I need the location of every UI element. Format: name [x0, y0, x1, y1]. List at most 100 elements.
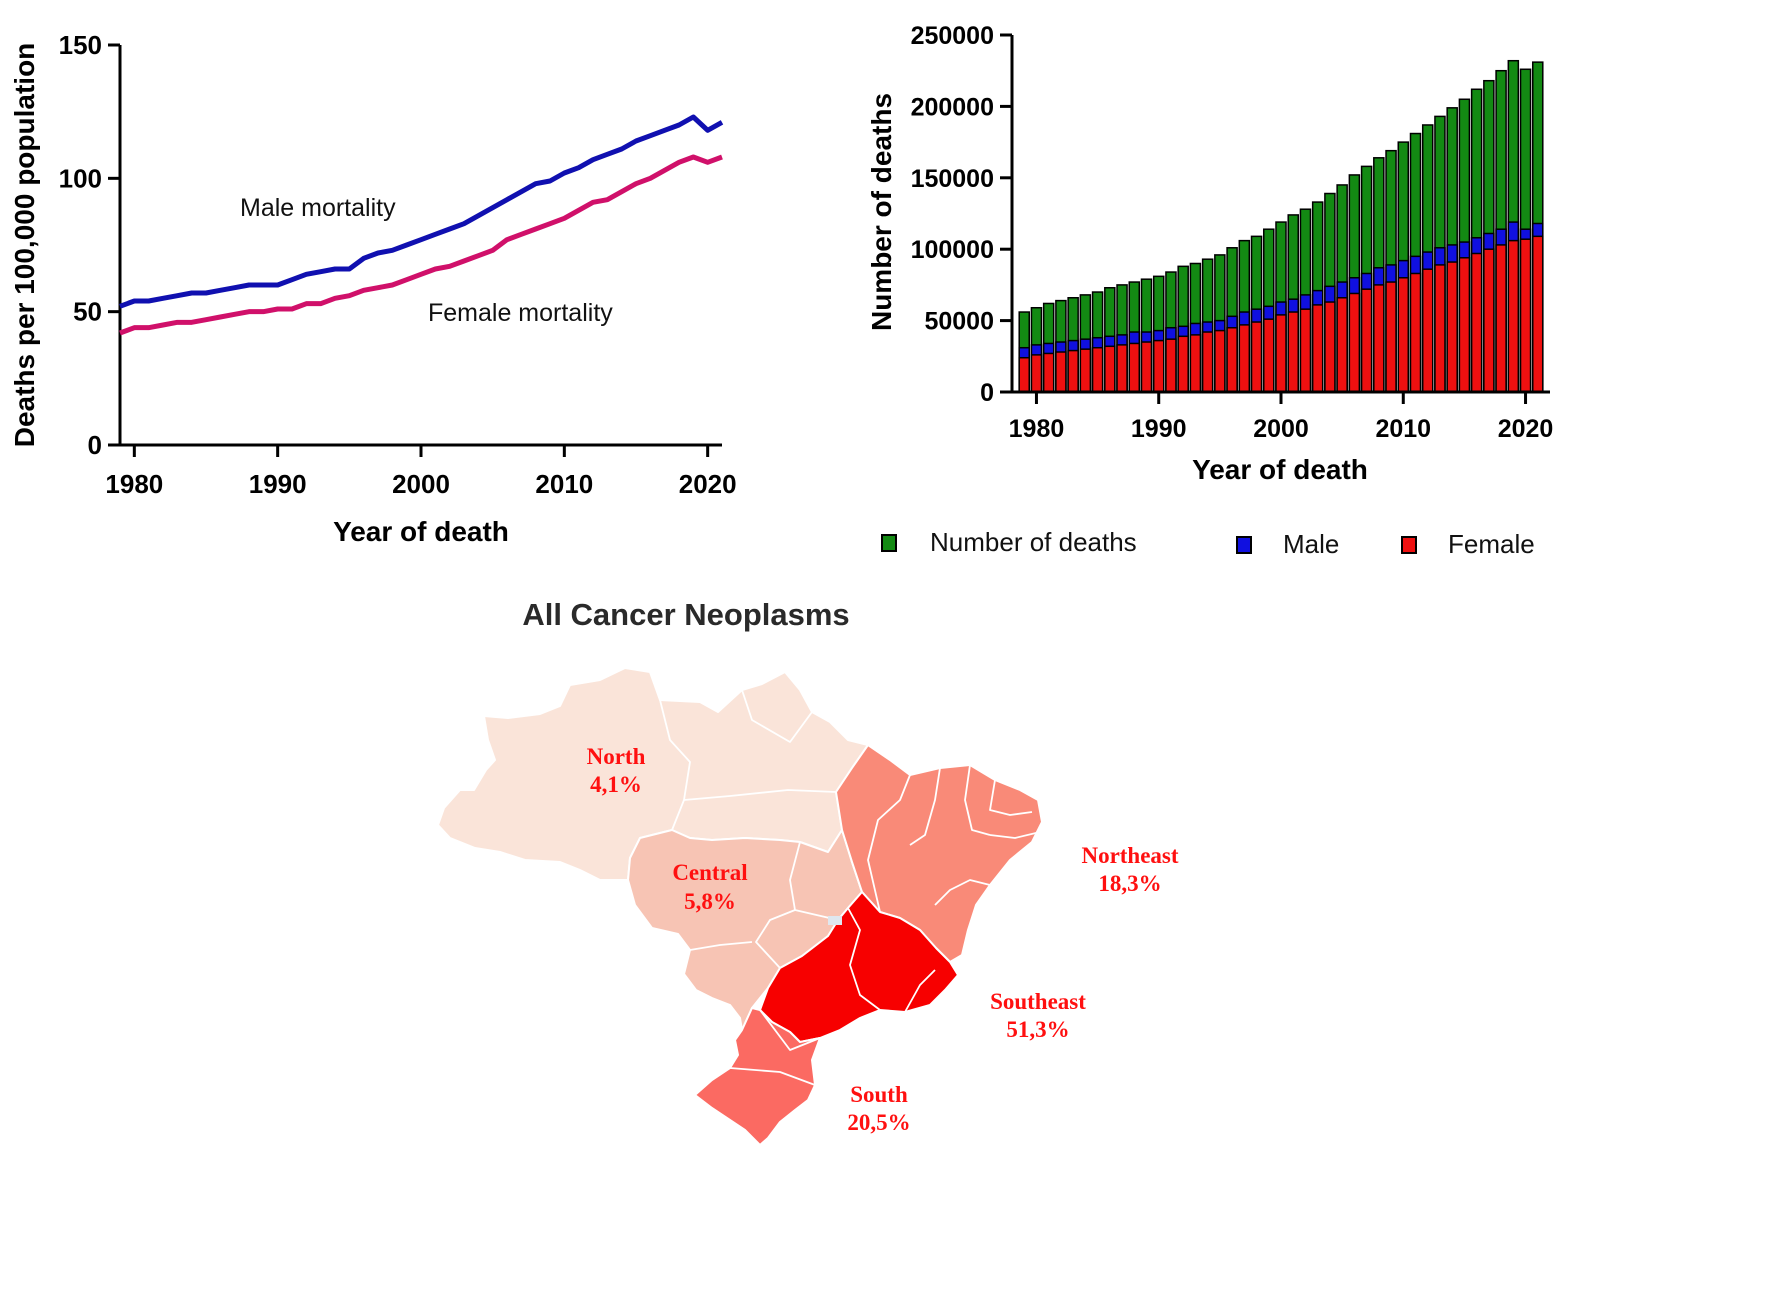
bar-female	[1128, 342, 1141, 393]
y-ticks: 0 50000 100000 150000 200000 250000	[911, 22, 1012, 407]
legend: Number of deaths Male Female	[881, 527, 1535, 559]
y-tick-label: 250000	[911, 22, 994, 50]
bar-female	[1324, 301, 1336, 393]
y-tick-label: 150000	[911, 165, 994, 193]
bar-female	[1018, 356, 1030, 393]
bar-female	[1470, 252, 1483, 393]
region-south	[694, 1007, 821, 1146]
bar-female	[1238, 324, 1251, 393]
bar-female	[1495, 244, 1507, 393]
y-tick-label: 50	[73, 297, 102, 327]
bar-female	[1483, 248, 1495, 393]
bar-female	[1348, 292, 1361, 393]
bar-female	[1116, 344, 1128, 393]
map-title: All Cancer Neoplasms	[522, 597, 849, 632]
x-tick-label: 2010	[535, 469, 593, 499]
bar-female	[1434, 264, 1446, 393]
x-tick-label: 2000	[392, 469, 450, 499]
bar-female	[1055, 351, 1067, 393]
bar-female	[1446, 261, 1458, 393]
bar-female	[1409, 272, 1422, 393]
female-mortality-annotation: Female mortality	[428, 299, 613, 327]
bar-series	[1018, 59, 1544, 393]
bar-female	[1177, 335, 1189, 393]
x-ticks: 1980 1990 2000 2010 2020	[105, 445, 737, 499]
region-southeast-name: Southeast	[990, 989, 1086, 1014]
y-tick-label: 200000	[911, 93, 994, 121]
bar-female	[1250, 321, 1263, 393]
bar-female	[1165, 338, 1177, 393]
legend-swatch-male	[1236, 536, 1252, 554]
bar-female	[1360, 288, 1373, 393]
federal-district	[828, 916, 842, 925]
legend-swatch-female	[1401, 536, 1417, 554]
x-tick-label: 2020	[679, 469, 737, 499]
bar-female	[1519, 238, 1532, 393]
bar-female	[1189, 334, 1202, 393]
y-tick-label: 0	[980, 379, 994, 407]
y-tick-label: 0	[88, 430, 102, 460]
x-axis-title: Year of death	[333, 516, 509, 547]
region-north-value: 4,1%	[590, 772, 642, 797]
y-ticks: 0 50 100 150	[59, 30, 120, 460]
bar-chart: 0 50000 100000 150000 200000 250000 1980 1990 2…	[866, 22, 1553, 559]
bar-female	[1214, 329, 1226, 393]
x-tick-label: 2020	[1498, 415, 1554, 443]
bar-female	[1507, 239, 1520, 393]
bar-female	[1397, 277, 1410, 393]
y-axis-title: Number of deaths	[866, 93, 897, 331]
bar-female	[1042, 352, 1055, 393]
bar-female	[1458, 257, 1471, 393]
region-south-name: South	[850, 1082, 908, 1107]
x-tick-label: 1990	[1131, 415, 1187, 443]
line-chart: 0 50 100 150 1980 1990 2000 2010 2020 Male mort…	[9, 30, 737, 547]
x-tick-label: 2000	[1253, 415, 1309, 443]
region-central-name: Central	[672, 860, 747, 885]
line-series	[119, 114, 724, 336]
bar-female	[1421, 268, 1434, 393]
female-mortality-line	[119, 154, 723, 336]
y-tick-label: 100000	[911, 236, 994, 264]
region-south-value: 20,5%	[847, 1110, 910, 1135]
region-north-name: North	[587, 744, 646, 769]
bar-female	[1275, 314, 1287, 393]
y-axis-title: Deaths per 100,000 population	[9, 43, 40, 448]
legend-label-male: Male	[1283, 529, 1339, 559]
x-tick-label: 1980	[1009, 415, 1065, 443]
legend-label-total: Number of deaths	[930, 527, 1137, 557]
bar-female	[1385, 281, 1397, 393]
bar-female	[1079, 348, 1092, 393]
bar-female	[1067, 349, 1079, 393]
legend-label-female: Female	[1448, 529, 1535, 559]
x-tick-label: 1990	[249, 469, 307, 499]
region-northeast	[835, 744, 1043, 963]
x-tick-label: 2010	[1375, 415, 1431, 443]
bar-female	[1152, 339, 1165, 393]
bar-female	[1030, 354, 1043, 393]
region-southeast-value: 51,3%	[1006, 1017, 1069, 1042]
y-tick-label: 100	[59, 163, 102, 193]
bar-female	[1311, 304, 1324, 393]
bar-female	[1104, 345, 1116, 393]
male-mortality-line	[119, 114, 724, 309]
y-tick-label: 50000	[924, 308, 994, 336]
bar-female	[1263, 318, 1275, 393]
region-northeast-name: Northeast	[1081, 843, 1178, 868]
bar-female	[1373, 284, 1385, 393]
region-northeast-value: 18,3%	[1098, 871, 1161, 896]
x-axis-title: Year of death	[1192, 454, 1368, 485]
bar-female	[1226, 326, 1238, 393]
bar-female	[1532, 235, 1544, 393]
x-tick-label: 1980	[105, 469, 163, 499]
region-central-value: 5,8%	[684, 889, 736, 914]
bar-female	[1287, 311, 1299, 393]
bar-female	[1336, 297, 1348, 393]
bar-female	[1201, 331, 1214, 393]
x-ticks: 1980 1990 2000 2010 2020	[1009, 392, 1554, 443]
male-mortality-annotation: Male mortality	[240, 194, 396, 222]
state-borders	[659, 689, 1041, 1086]
bar-female	[1140, 341, 1153, 393]
y-tick-label: 150	[59, 30, 102, 60]
bar-female	[1091, 346, 1104, 393]
